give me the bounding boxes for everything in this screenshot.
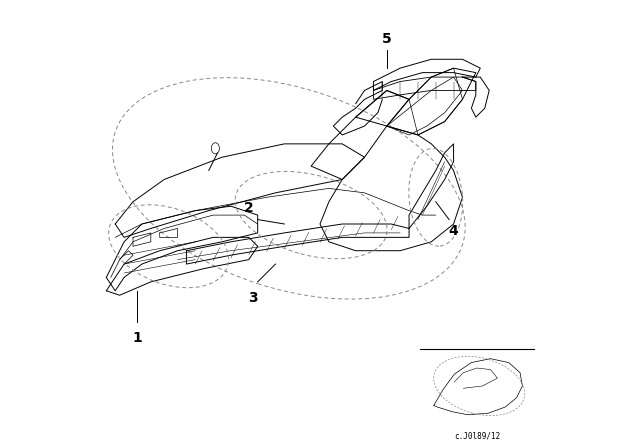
Text: 5: 5 [382,32,392,46]
Text: c.J0l89/12: c.J0l89/12 [454,431,500,440]
Text: 4: 4 [449,224,458,238]
Text: 2: 2 [244,201,253,215]
Text: 1: 1 [132,331,142,345]
Text: 3: 3 [248,291,258,305]
